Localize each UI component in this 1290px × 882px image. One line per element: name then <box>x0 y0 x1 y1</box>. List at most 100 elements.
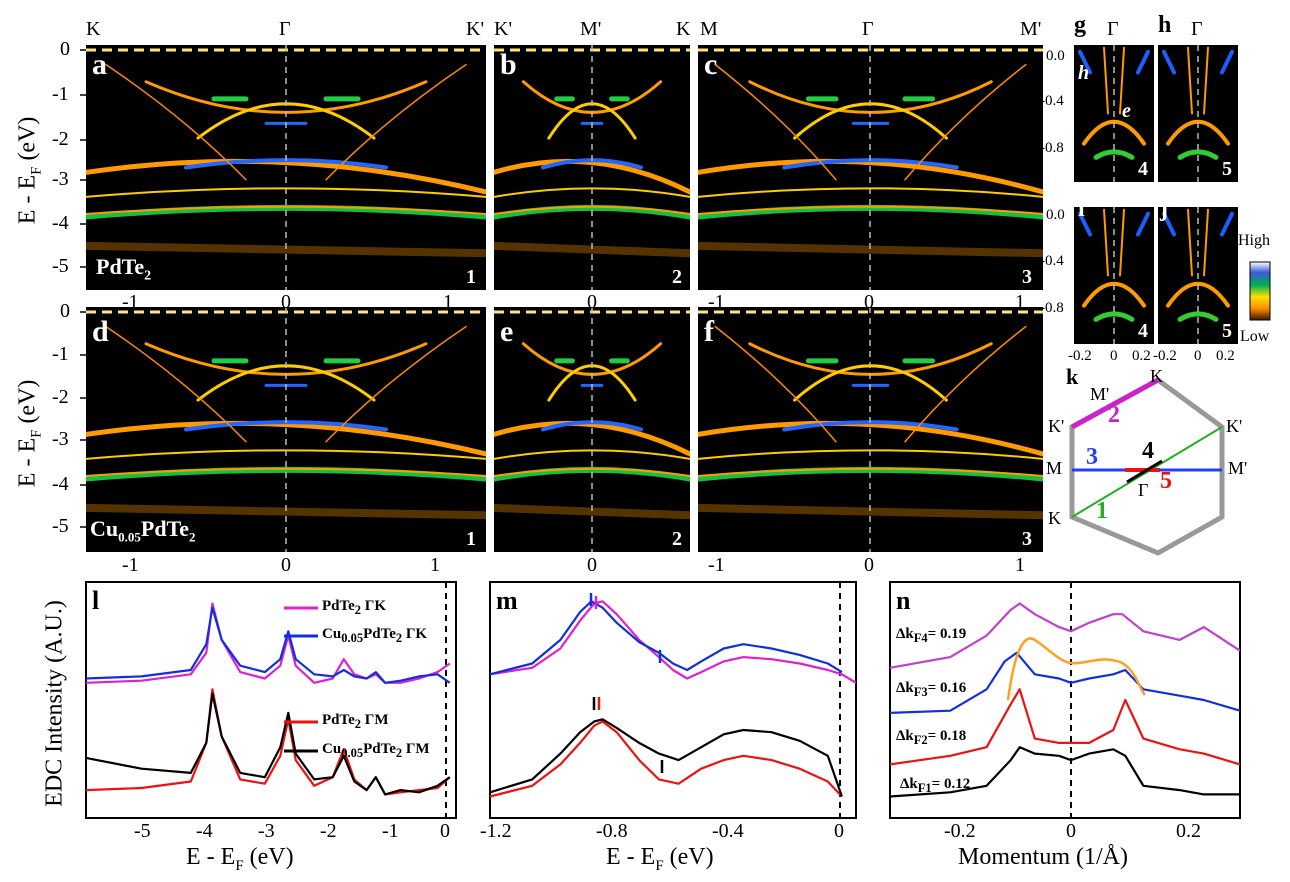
dkf-2: ΔkF2= 0.18 <box>896 728 967 747</box>
l-xtick-4: -1 <box>382 820 399 842</box>
band-curve <box>1136 49 1150 75</box>
corner-c: 3 <box>1022 266 1032 288</box>
panel-n-xlabel: Momentum (1/Å) <box>958 844 1128 870</box>
bz-cut-3: 3 <box>1086 444 1098 470</box>
band-curve <box>1220 211 1234 237</box>
series-line-l-3 <box>85 692 451 796</box>
series-line-l-1 <box>85 606 451 684</box>
xtick-c-1: 1 <box>1015 291 1025 313</box>
band-curve <box>698 205 1043 216</box>
corner-j: 5 <box>1222 320 1232 342</box>
series-line-m-3 <box>489 718 843 797</box>
xtick-f-1: 1 <box>1015 554 1025 576</box>
series-line-n-3 <box>889 746 1240 798</box>
band-curve <box>86 205 486 216</box>
bz-label-Kp-right: K' <box>1226 416 1243 436</box>
band-curve <box>714 63 837 181</box>
chart-l-lines <box>85 602 451 796</box>
corner-a: 1 <box>466 266 476 288</box>
colorbar-low-label: Low <box>1240 328 1270 345</box>
l-xtick-5: 0 <box>440 820 450 842</box>
corner-i: 4 <box>1138 320 1148 342</box>
panel-c-map <box>698 45 1043 290</box>
band-curve <box>86 466 486 482</box>
label-a-K: K <box>86 18 101 40</box>
chart-n-lines <box>889 602 1241 798</box>
legend-l-0: PdTe2 ΓK <box>322 598 387 617</box>
band-curve <box>1220 49 1234 75</box>
band-curve <box>494 466 690 482</box>
xtick-c-m1: -1 <box>708 291 725 313</box>
band-curve <box>1203 46 1209 115</box>
band-curve <box>105 325 247 443</box>
xtick-i-1: -0.2 <box>1068 348 1092 364</box>
m-xtick-0: -1.2 <box>480 820 512 842</box>
xtick-e-0: 0 <box>587 554 597 576</box>
corner-e: 2 <box>672 528 682 550</box>
ytick-bot-2: -2 <box>52 386 69 408</box>
l-xtick-3: -2 <box>320 820 337 842</box>
band-curve <box>904 63 1027 181</box>
band-curve <box>86 467 486 478</box>
dkf-3: ΔkF3= 0.16 <box>896 680 967 699</box>
panel-l-xlabel: E - EF (eV) <box>186 844 294 874</box>
series-line-m-2 <box>489 720 843 798</box>
band-curve <box>714 325 837 443</box>
xtick-j-3: 0.2 <box>1216 348 1235 364</box>
panel-letter-l: l <box>92 586 100 615</box>
bz-label-Mp-right: M' <box>1228 458 1248 478</box>
ytick-top-4: -4 <box>52 212 69 234</box>
label-c-Mp: M' <box>1020 18 1042 40</box>
bz-label-M: M <box>1046 458 1063 478</box>
colorbar-high-label: High <box>1238 232 1270 249</box>
xtick-f-m1: -1 <box>708 554 725 576</box>
band-curve <box>1078 211 1092 237</box>
band-curve <box>1136 211 1150 237</box>
band-curve <box>698 466 1043 482</box>
ytick-bot-0: 0 <box>60 300 70 322</box>
band-curve <box>1187 208 1193 277</box>
band-curve <box>1093 149 1135 160</box>
xtick-d-0: 0 <box>281 554 291 576</box>
series-line-n-0 <box>889 602 1241 669</box>
band-curve <box>86 204 486 220</box>
band-curve <box>1103 46 1109 115</box>
band-curve <box>1187 46 1193 115</box>
g-label-h: h <box>1078 62 1090 84</box>
bz-cut-5: 5 <box>1160 468 1172 494</box>
cut-2-line <box>1070 377 1160 430</box>
band-curve <box>698 158 1043 195</box>
panel-letter-f: f <box>704 315 714 348</box>
band-curve <box>1177 149 1219 160</box>
panel-m-xlabel: E - EF (eV) <box>606 844 714 874</box>
series-line-n-2 <box>889 688 1241 766</box>
brillouin-zone <box>1069 377 1225 556</box>
panel-letter-k: k <box>1066 364 1079 389</box>
legend-l-1: Cu0.05PdTe2 ΓK <box>322 626 428 645</box>
band-curve <box>698 241 1043 258</box>
panel-letter-e: e <box>500 315 514 348</box>
panel-letter-b: b <box>500 48 517 81</box>
label-c-G: Γ <box>862 18 874 40</box>
panel-letter-g: g <box>1074 12 1086 38</box>
ytick-top-0: 0 <box>60 38 70 60</box>
ytick-i-2: -0.8 <box>1040 300 1064 316</box>
sample-label-top: PdTe2 <box>96 254 152 284</box>
corner-d: 1 <box>466 528 476 550</box>
xtick-i-3: 0.2 <box>1132 348 1151 364</box>
bz-label-Kp-left: K' <box>1048 416 1065 436</box>
band-curve <box>1162 49 1176 75</box>
bz-label-K-top: K <box>1150 366 1163 386</box>
panel-n-frame <box>889 581 1241 819</box>
panel-letter-j: j <box>1160 196 1168 222</box>
band-curve <box>494 204 690 220</box>
g-label-e: e <box>1122 100 1131 122</box>
band-curve <box>698 503 1043 520</box>
dkf-4: ΔkF4= 0.19 <box>896 626 967 645</box>
band-curve <box>1093 311 1135 322</box>
xtick-a-m1: -1 <box>122 291 139 313</box>
label-g-G: Γ <box>1107 18 1119 40</box>
l-xtick-2: -3 <box>258 820 275 842</box>
band-curve <box>86 241 486 258</box>
label-b-Kp: K' <box>494 18 513 40</box>
